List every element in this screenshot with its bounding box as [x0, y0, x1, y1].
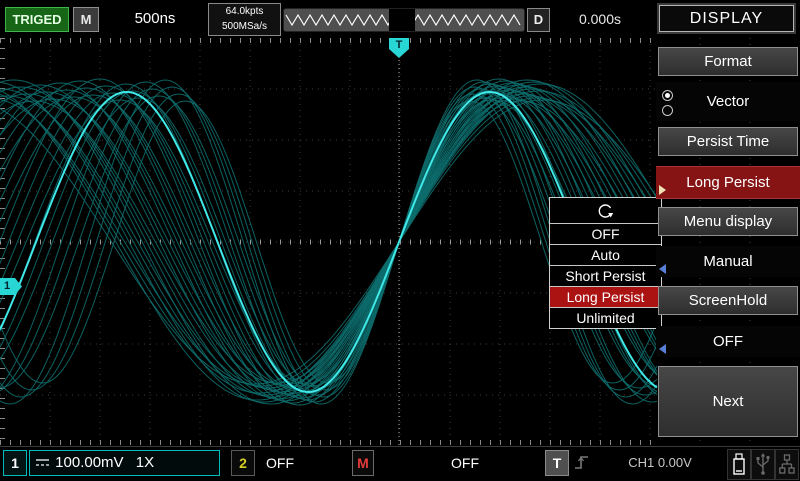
channel1-info[interactable]: 100.00mV 1X	[29, 450, 220, 476]
menu-value-label: OFF	[713, 333, 743, 350]
timebase-readout: 500ns	[134, 10, 176, 27]
popup-option-unlimited[interactable]: Unlimited	[576, 310, 635, 326]
waveform-position-scrollbar[interactable]	[283, 8, 525, 32]
usb-device-icon	[727, 449, 751, 480]
trigger-badge[interactable]: T	[545, 450, 569, 476]
sample-rate: 500MSa/s	[221, 21, 268, 32]
delay-readout: 0.000s	[578, 11, 622, 27]
waveform-plot	[0, 38, 751, 445]
menu-value-screenhold-off[interactable]: OFF	[656, 326, 800, 357]
dc-coupling-icon	[36, 459, 49, 466]
trigger-source-readout: CH1 0.00V	[628, 455, 692, 470]
trigger-position-marker[interactable]: T	[389, 38, 409, 58]
menu-value-label: Vector	[706, 93, 750, 110]
menu-button-persist-time[interactable]: Persist Time	[658, 127, 798, 156]
submenu-open-arrow-icon	[659, 185, 666, 195]
menu-value-label: Long Persist	[686, 174, 770, 191]
menu-value-persist-long[interactable]: Long Persist	[656, 166, 800, 199]
menu-button-format[interactable]: Format	[658, 47, 798, 76]
bottom-status-bar: 1 100.00mV 1X 2 OFF M OFF T CH1 0.00V	[0, 446, 800, 480]
menu-value-menu-display-manual[interactable]: Manual	[656, 246, 800, 277]
option-cycle-arrow-icon	[659, 264, 666, 274]
scroll-window[interactable]	[389, 9, 415, 31]
popup-knob-row	[550, 198, 661, 224]
radio-unselected-icon	[662, 105, 673, 116]
channel1-probe: 1X	[135, 454, 155, 471]
radio-selected-icon	[662, 90, 673, 101]
channel2-status: OFF	[266, 455, 294, 471]
lan-icon	[775, 449, 799, 480]
popup-option-long-persist[interactable]: Long Persist	[550, 287, 661, 308]
channel1-level-marker[interactable]: 1	[0, 278, 22, 295]
popup-option-auto[interactable]: Auto	[550, 245, 661, 266]
menu-value-format-vector[interactable]: Vector	[656, 82, 800, 121]
math-badge[interactable]: M	[352, 450, 374, 476]
delay-badge: D	[527, 8, 550, 32]
menu-button-next[interactable]: Next	[658, 366, 798, 437]
rising-edge-icon	[573, 450, 591, 476]
trigger-status-badge: TRIGED	[5, 7, 69, 32]
horizontal-mode-badge: M	[73, 7, 99, 32]
menu-button-screenhold[interactable]: ScreenHold	[658, 286, 798, 315]
memory-depth: 64.0kpts	[225, 6, 264, 17]
option-cycle-arrow-icon	[659, 344, 666, 354]
top-status-bar: TRIGED M 500ns 64.0kpts 500MSa/s D 0.000…	[0, 0, 800, 38]
channel1-badge[interactable]: 1	[3, 450, 27, 476]
channel1-scale: 100.00mV	[55, 454, 124, 471]
acquisition-info-box: 64.0kpts 500MSa/s	[208, 3, 281, 36]
softkey-menu: Format Vector Persist Time Long Persist …	[656, 38, 800, 446]
math-status: OFF	[451, 455, 479, 471]
popup-option-off[interactable]: OFF	[550, 224, 661, 245]
persist-time-popup: OFF Auto Short Persist Long Persist Unli…	[549, 197, 662, 329]
popup-option-short-persist[interactable]: Short Persist	[550, 266, 661, 287]
channel2-badge[interactable]: 2	[231, 450, 255, 476]
menu-button-menu-display[interactable]: Menu display	[658, 207, 798, 236]
menu-title: DISPLAY	[659, 5, 794, 32]
rotate-knob-icon	[598, 204, 613, 218]
usb-host-icon	[751, 449, 775, 480]
menu-value-label: Manual	[703, 253, 753, 270]
